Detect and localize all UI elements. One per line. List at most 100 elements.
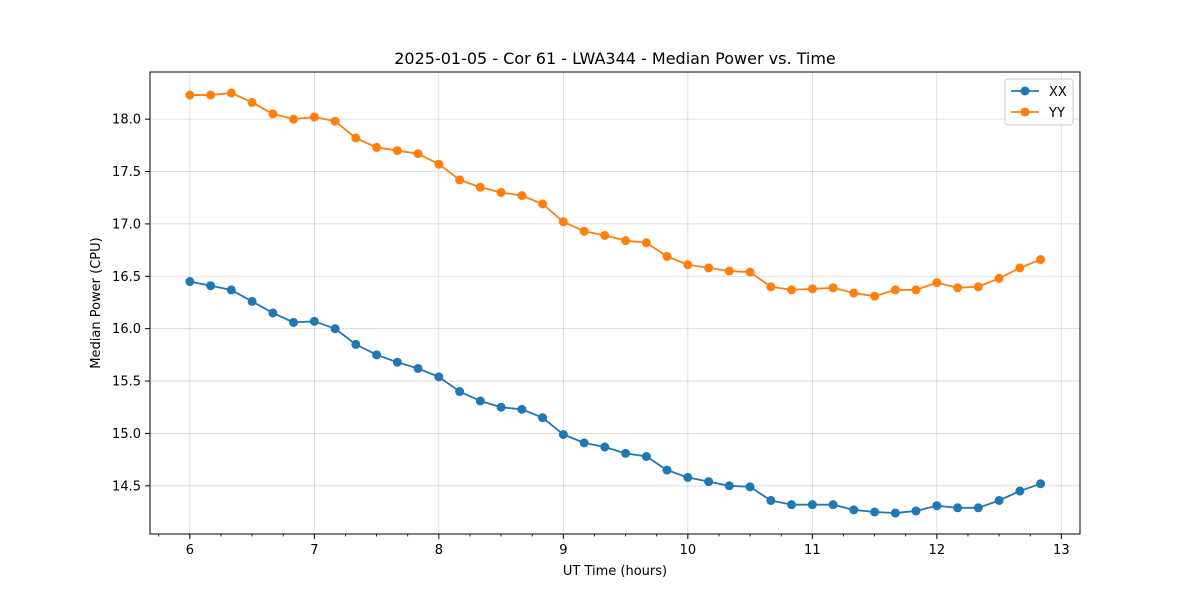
data-point-yy [268,109,278,119]
data-point-xx [870,507,880,517]
data-point-yy [932,278,942,288]
y-tick-label: 18.0 [112,113,141,128]
legend-item-xx: XX [1011,85,1067,100]
data-point-yy [870,291,880,301]
x-axis-label: UT Time (hours) [563,564,667,579]
y-axis-label: Median Power (CPU) [89,237,104,368]
data-point-xx [1036,479,1046,489]
data-point-xx [745,482,755,492]
data-point-xx [268,308,278,318]
data-point-xx [309,316,319,326]
series-line-yy [189,92,1041,298]
data-point-yy [226,88,236,98]
data-point-yy [309,112,319,122]
data-point-xx [226,285,236,295]
data-point-yy [413,149,423,159]
data-point-xx [289,317,299,327]
data-point-yy [600,230,610,240]
data-point-xx [911,506,921,516]
data-point-xx [932,501,942,511]
data-point-yy [1036,255,1046,265]
data-point-xx [849,505,859,515]
data-point-xx [994,495,1004,505]
data-point-xx [621,448,631,458]
data-point-yy [662,251,672,261]
legend-item-yy: YY [1011,106,1065,121]
x-tick-label: 10 [680,543,697,558]
data-point-yy [973,282,983,292]
data-point-yy [372,142,382,152]
data-point-xx [538,413,548,423]
data-point-yy [704,263,714,273]
series-line-xx [189,280,1041,514]
data-point-yy [558,217,568,227]
x-tick-label: 7 [310,543,318,558]
data-point-xx [434,372,444,382]
data-point-yy [849,288,859,298]
plot-frame [149,71,1081,535]
data-point-yy [579,226,589,236]
data-point-xx [807,500,817,510]
data-point-yy [641,238,651,248]
data-point-yy [953,283,963,293]
y-tick-label: 16.5 [112,270,141,285]
x-tick-label: 12 [929,543,946,558]
y-tick-label: 14.5 [112,479,141,494]
legend-marker [1020,107,1030,117]
grid [150,72,1080,534]
data-point-yy [351,133,361,143]
data-point-xx [455,387,465,397]
data-point-xx [662,465,672,475]
data-point-yy [330,116,340,126]
data-point-xx [351,339,361,349]
data-point-xx [600,442,610,452]
data-point-yy [289,114,299,124]
data-point-yy [787,285,797,295]
data-point-yy [455,175,465,185]
data-point-xx [372,350,382,360]
data-point-yy [185,90,195,100]
y-tick-label: 17.5 [112,165,141,180]
data-point-yy [994,273,1004,283]
data-point-yy [206,90,216,100]
plot-series [185,88,1046,518]
data-point-xx [828,500,838,510]
data-point-xx [558,429,568,439]
data-point-xx [953,503,963,513]
legend: XX YY [1004,78,1074,126]
data-point-xx [766,495,776,505]
series-yy [185,88,1046,301]
data-point-yy [890,285,900,295]
x-tick-label: 8 [435,543,443,558]
data-point-xx [704,477,714,487]
data-point-xx [641,451,651,461]
data-point-xx [787,500,797,510]
data-point-xx [206,281,216,291]
y-tick-label: 17.0 [112,217,141,232]
data-point-xx [330,324,340,334]
data-point-yy [1015,263,1025,273]
data-point-yy [724,266,734,276]
data-point-yy [247,97,257,107]
data-point-xx [475,396,485,406]
data-point-xx [185,277,195,287]
data-point-xx [1015,486,1025,496]
y-axis: 14.5 15.0 15.5 16.0 16.5 17.0 17.5 18.0 [112,113,150,494]
data-point-yy [538,199,548,209]
data-point-xx [724,481,734,491]
data-point-yy [807,284,817,294]
x-tick-label: 13 [1053,543,1070,558]
data-point-xx [973,503,983,513]
legend-marker [1020,86,1030,96]
data-point-yy [621,236,631,246]
data-point-xx [413,363,423,373]
data-point-yy [392,146,402,156]
data-point-yy [496,187,506,197]
data-point-yy [828,283,838,293]
data-point-xx [247,296,257,306]
data-point-xx [392,357,402,367]
x-axis: 6 7 8 9 10 11 12 13 [158,534,1070,558]
legend-label: XX [1049,85,1067,100]
x-tick-label: 11 [804,543,821,558]
